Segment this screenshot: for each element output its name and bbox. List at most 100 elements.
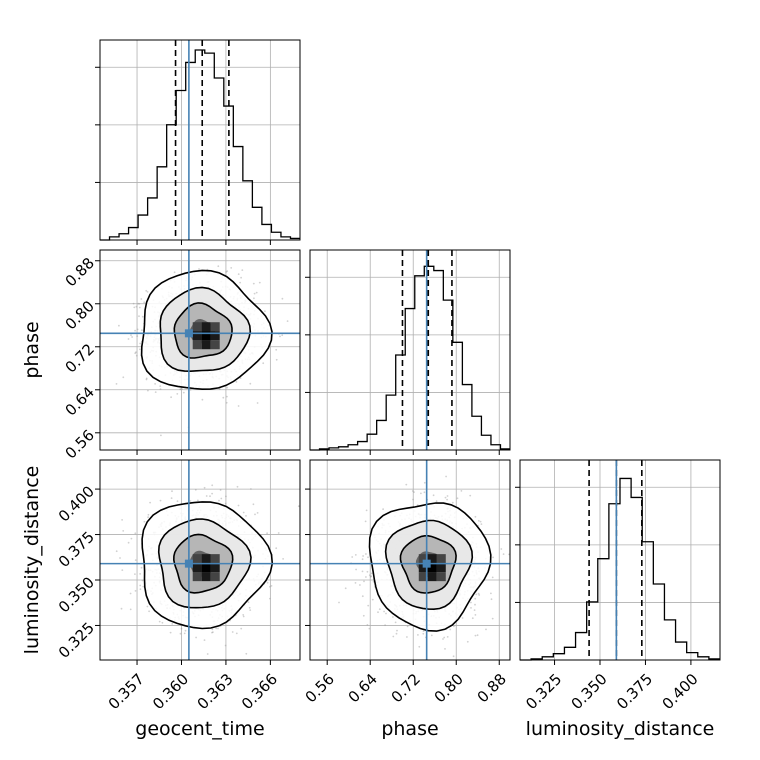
scatter-point (236, 485, 239, 488)
panel-frame (99, 459, 301, 661)
scatter-point (442, 638, 444, 640)
scatter-point (139, 588, 142, 591)
density-cell (210, 572, 220, 582)
scatter-point (471, 617, 474, 620)
scatter-point (371, 598, 374, 601)
scatter-point (446, 495, 449, 497)
scatter-point (368, 627, 371, 630)
scatter-point (140, 298, 143, 300)
scatter-point (270, 585, 273, 587)
scatter-point (129, 608, 132, 611)
panel-frame (99, 249, 301, 451)
scatter-point (240, 627, 243, 630)
panel-frame (519, 459, 721, 661)
density-cell (427, 554, 437, 564)
scatter-point (365, 553, 367, 555)
scatter-point (145, 378, 148, 381)
scatter-point (159, 385, 162, 387)
scatter-point (176, 393, 179, 395)
histogram-step-geocent_time (100, 49, 300, 241)
scatter-point (245, 515, 247, 517)
density-cell (210, 554, 220, 564)
scatter-point (130, 537, 133, 540)
scatter-point (129, 592, 132, 595)
scatter-point (143, 301, 146, 304)
scatter-point (148, 610, 151, 613)
x-tick-label: 0.360 (149, 670, 192, 713)
scatter-point (470, 607, 472, 609)
panel-frame (99, 39, 301, 241)
scatter-point (179, 632, 182, 635)
scatter-point (474, 634, 477, 637)
panel-content (310, 460, 510, 660)
scatter-point (476, 634, 479, 637)
scatter-point (443, 636, 446, 639)
scatter-point (241, 269, 244, 271)
scatter-point (444, 648, 446, 650)
scatter-point (225, 495, 227, 498)
scatter-point (136, 335, 139, 337)
x-tick-label: 0.88 (474, 670, 510, 706)
scatter-point (224, 502, 227, 505)
density-cell (201, 322, 211, 332)
density-cell (210, 331, 220, 341)
scatter-point (362, 555, 364, 557)
scatter-point (382, 508, 384, 511)
scatter-point (131, 336, 134, 338)
scatter-point (194, 488, 197, 491)
scatter-point (435, 500, 438, 503)
density-cell (210, 340, 220, 350)
x-tick-label: 0.357 (105, 670, 148, 713)
scatter-point (366, 570, 369, 573)
scatter-point (211, 631, 213, 634)
density-cell (201, 572, 211, 582)
scatter-point (413, 491, 415, 493)
scatter-point (183, 632, 186, 635)
x-tick-label: 0.72 (388, 670, 424, 706)
scatter-point (266, 581, 269, 584)
scatter-point (220, 497, 223, 500)
scatter-point (170, 396, 173, 399)
grid-lines (100, 40, 300, 240)
scatter-point (491, 576, 494, 579)
scatter-point (141, 315, 144, 318)
scatter-point (159, 388, 162, 390)
scatter-point (179, 388, 182, 391)
scatter-point (377, 611, 379, 614)
scatter-point (211, 628, 214, 631)
scatter-point (211, 492, 214, 495)
scatter-point (235, 632, 238, 635)
scatter-point (269, 585, 271, 588)
scatter-point (149, 501, 152, 504)
scatter-point (275, 358, 278, 361)
scatter-point (94, 319, 96, 321)
scatter-point (253, 297, 255, 300)
scatter-point (198, 268, 200, 270)
scatter-point (258, 281, 261, 284)
scatter-point (445, 475, 447, 478)
histogram-step-luminosity_distance (520, 477, 720, 661)
scatter-point (355, 568, 357, 571)
x-tick-label: 0.400 (659, 670, 702, 713)
scatter-point (182, 391, 185, 394)
scatter-point (456, 497, 459, 500)
scatter-point (394, 621, 397, 624)
scatter-point (367, 604, 370, 607)
x-tick-label: 0.64 (345, 670, 381, 706)
scatter-point (266, 532, 268, 535)
scatter-point (211, 484, 214, 487)
scatter-point (392, 635, 395, 638)
panel-frame (309, 249, 511, 451)
scatter-point (247, 601, 250, 604)
scatter-point (237, 273, 240, 275)
scatter-point (255, 291, 258, 294)
density-cell (201, 331, 211, 341)
scatter-point (160, 434, 162, 437)
scatter-panel-geocent_time-phase (94, 249, 301, 451)
scatter-point (367, 556, 369, 559)
scatter-point (169, 631, 172, 634)
scatter-point (422, 632, 425, 635)
scatter-point (370, 572, 373, 575)
density-cell (436, 572, 446, 582)
scatter-point (173, 271, 176, 274)
